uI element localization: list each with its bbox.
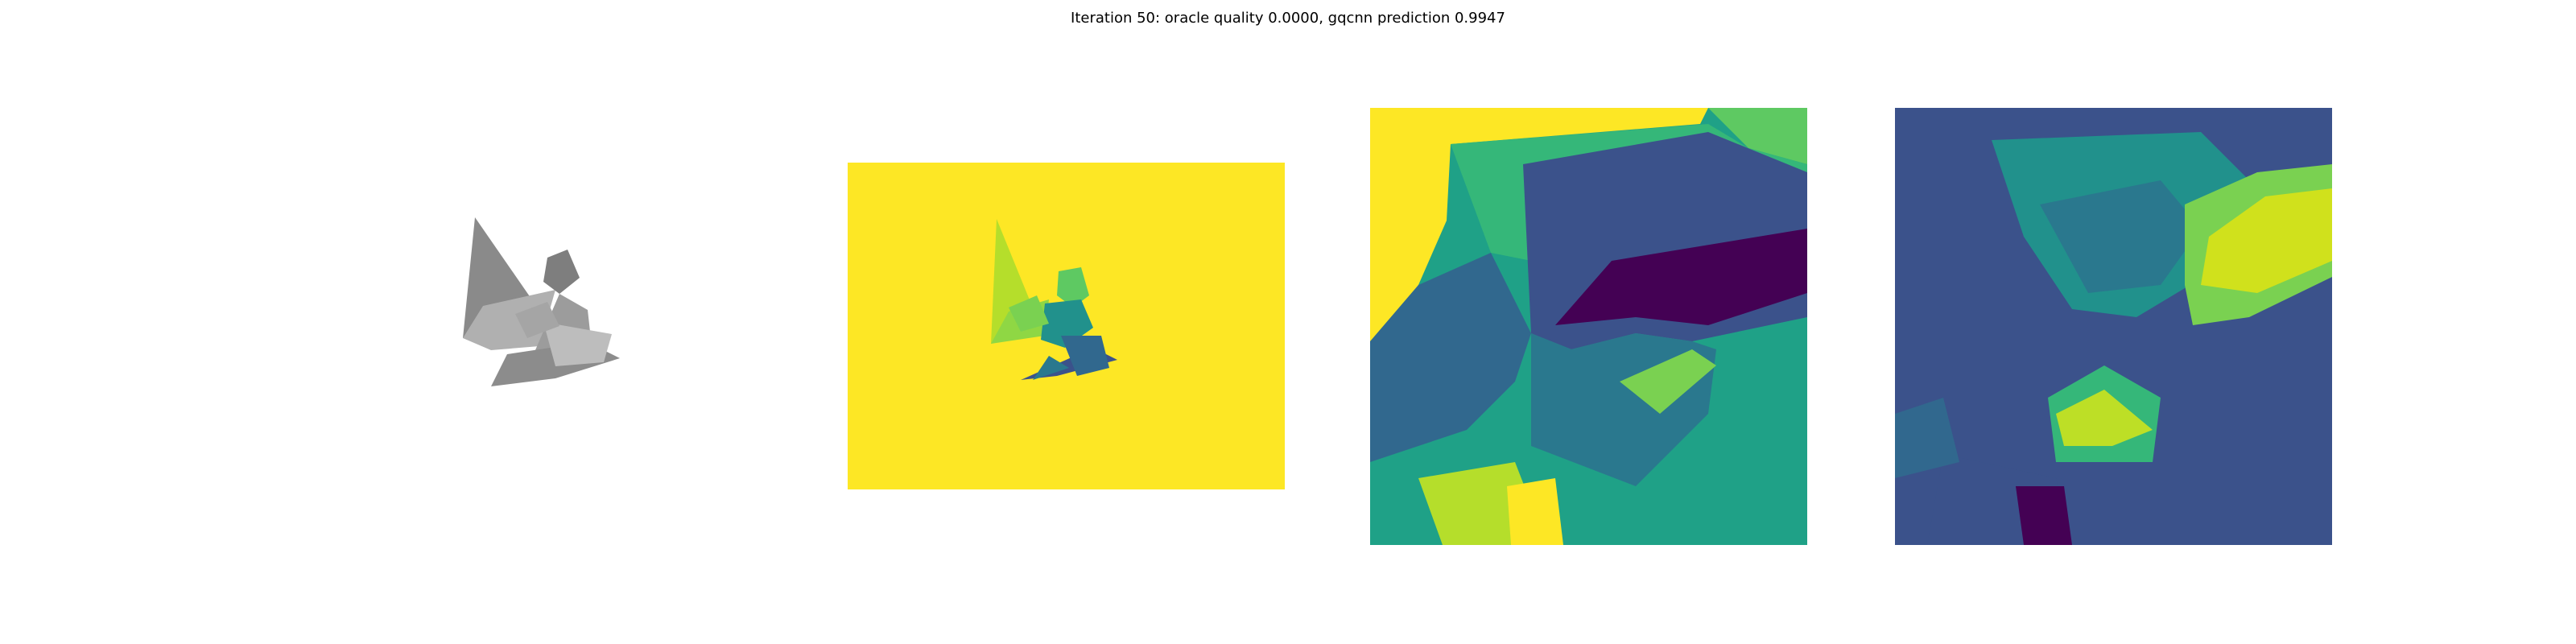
- rendered-object-panel: [463, 217, 620, 386]
- figure-title: Iteration 50: oracle quality 0.0000, gqc…: [1071, 10, 1505, 27]
- depth-image-panel: [848, 163, 1285, 489]
- depth-crop-panel: [1370, 108, 1807, 545]
- depth-crop-2-panel: [1895, 108, 2332, 545]
